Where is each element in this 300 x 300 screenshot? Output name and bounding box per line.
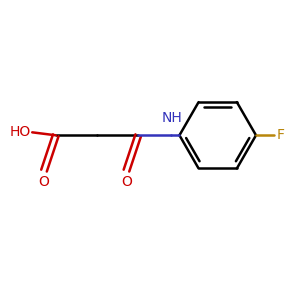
Text: NH: NH <box>162 111 182 125</box>
Text: O: O <box>39 175 50 189</box>
Text: F: F <box>277 128 285 142</box>
Text: HO: HO <box>10 125 31 139</box>
Text: O: O <box>121 175 132 189</box>
